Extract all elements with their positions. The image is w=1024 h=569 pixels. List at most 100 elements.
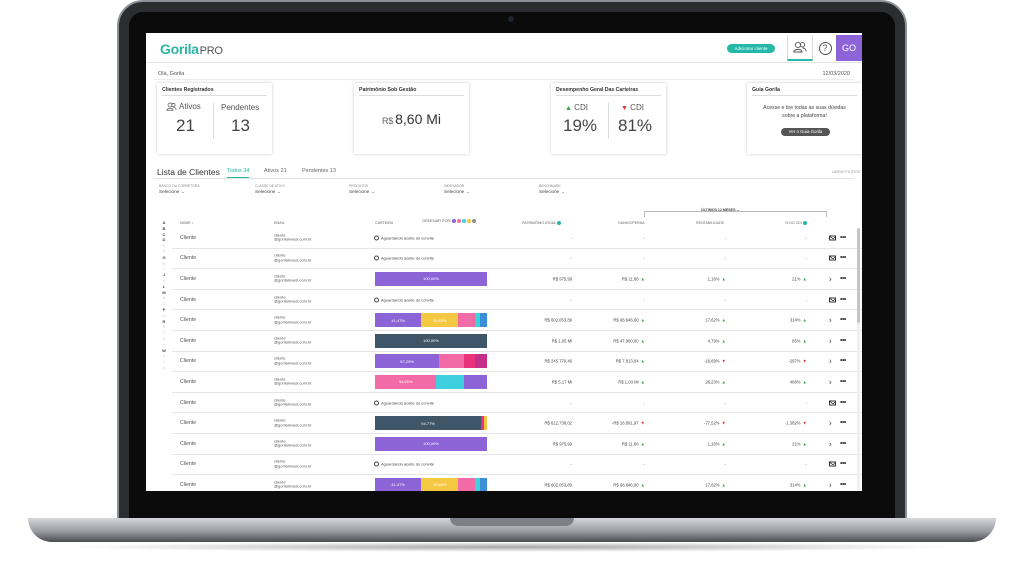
more-options-button[interactable]: •••	[840, 399, 846, 406]
scrollbar-thumb[interactable]	[857, 228, 860, 323]
tab-todos[interactable]: Todos 34	[227, 168, 250, 178]
open-client-button[interactable]: ›	[829, 377, 832, 386]
table-row[interactable]: Cliente cliente @gorilainvest.com.br Aguard…	[172, 455, 862, 476]
user-avatar[interactable]: GO	[836, 35, 862, 61]
info-icon[interactable]	[557, 221, 562, 226]
table-row[interactable]: Cliente cliente @gorilainvest.com.br Aguard…	[172, 228, 862, 249]
more-options-button[interactable]: •••	[840, 420, 846, 427]
alphabet-letter[interactable]: A	[162, 220, 166, 225]
scrollbar[interactable]	[857, 228, 860, 491]
open-client-button[interactable]: ›	[829, 439, 832, 448]
sort-color-dot[interactable]	[462, 219, 467, 223]
more-options-button[interactable]: •••	[840, 255, 846, 262]
pending-label: Aguardando aceite do convite	[381, 461, 434, 467]
portfolio-bar[interactable]: 100,00%	[375, 436, 487, 451]
arrow-up-icon: ▲	[721, 441, 726, 447]
sort-color-dot[interactable]	[452, 219, 457, 223]
table-row[interactable]: Cliente cliente @gorilainvest.com.br 100,00…	[172, 331, 862, 352]
tab-ativos[interactable]: Ativos 21	[264, 168, 287, 174]
more-options-button[interactable]: •••	[840, 378, 846, 385]
filter-select[interactable]: Selecione ⌄	[539, 189, 565, 194]
more-options-button[interactable]: •••	[840, 358, 846, 365]
table-row[interactable]: Cliente cliente @gorilainvest.com.br 57,29%…	[172, 352, 862, 373]
client-name: Cliente	[180, 337, 197, 344]
filter-classe[interactable]: CLASSE DE ATIVO Selecione ⌄	[255, 184, 285, 194]
sort-color-dot[interactable]	[467, 219, 472, 223]
period-selector[interactable]: ÚLTIMOS 12 MESES ⌄	[701, 208, 740, 212]
resend-invite-button[interactable]	[829, 460, 836, 469]
open-client-button[interactable]: ›	[829, 357, 832, 366]
portfolio-bar[interactable]: 41,47% 32,63%	[375, 477, 487, 491]
email-domain: @gorilainvest.com.br	[274, 483, 312, 489]
rentabilidade-cell: 17,62% ▲	[692, 318, 726, 323]
portfolio-bar[interactable]: 54,65%	[375, 374, 487, 389]
portfolio-bar[interactable]: 100,00%	[375, 271, 487, 286]
table-row[interactable]: Cliente cliente @gorilainvest.com.br 100,00…	[172, 269, 862, 290]
alphabet-letter[interactable]: J	[162, 272, 166, 278]
patrimonio-cell: R$ 975,99	[552, 441, 572, 447]
filter-select[interactable]: Selecione ⌄	[444, 189, 470, 194]
more-options-button[interactable]: •••	[840, 317, 846, 324]
portfolio-bar[interactable]: 100,00%	[375, 333, 487, 348]
alphabet-letter[interactable]: C	[162, 231, 166, 237]
resend-invite-button[interactable]	[829, 233, 836, 242]
table-row[interactable]: Cliente cliente @gorilainvest.com.br 54,65%…	[172, 372, 862, 393]
table-row[interactable]: Cliente cliente @gorilainvest.com.br 94,77%…	[172, 413, 862, 434]
alphabet-letter[interactable]: L	[162, 283, 166, 289]
more-options-button[interactable]: •••	[840, 275, 846, 282]
alphabet-letter[interactable]: M	[162, 289, 166, 295]
notifications-button[interactable]	[787, 35, 813, 61]
cdi-up-value: 19%	[563, 116, 598, 135]
more-options-button[interactable]: •••	[840, 481, 846, 488]
alphabet-letter[interactable]: G	[162, 254, 166, 260]
more-options-button[interactable]: •••	[840, 234, 846, 241]
table-row[interactable]: Cliente cliente @gorilainvest.com.br 41,47%…	[172, 475, 862, 491]
sort-color-dot[interactable]	[472, 219, 477, 223]
resend-invite-button[interactable]	[829, 295, 836, 304]
table-row[interactable]: Cliente cliente @gorilainvest.com.br Aguard…	[172, 249, 862, 270]
portfolio-bar[interactable]: 41,47% 32,63%	[375, 313, 487, 328]
filter-produtos[interactable]: PRODUTOS Selecione ⌄	[349, 184, 375, 194]
order-by[interactable]: ORDENAR POR:	[422, 219, 477, 223]
open-client-button[interactable]: ›	[829, 336, 832, 345]
filter-select[interactable]: Selecione ⌄	[349, 189, 375, 194]
more-options-button[interactable]: •••	[840, 296, 846, 303]
header-nome[interactable]: NOME ↕	[180, 221, 194, 225]
filter-benchmark[interactable]: BENCHMARK Selecione ⌄	[539, 184, 565, 194]
ver-guia-button[interactable]: Ver o Guia Gorila	[781, 128, 830, 136]
add-client-button[interactable]: Adicionar cliente	[727, 44, 775, 53]
filter-select[interactable]: Selecione ⌄	[255, 189, 285, 194]
help-button[interactable]: ?	[814, 35, 836, 61]
more-options-button[interactable]: •••	[840, 461, 846, 468]
resend-invite-button[interactable]	[829, 254, 836, 263]
more-options-button[interactable]: •••	[840, 337, 846, 344]
logo[interactable]: GorilaPRO	[160, 41, 223, 57]
open-client-button[interactable]: ›	[829, 316, 832, 325]
open-client-button[interactable]: ›	[829, 419, 832, 428]
portfolio-bar[interactable]: 94,77%	[375, 416, 487, 431]
filter-banco[interactable]: BANCO OU CORRETORA Selecione ⌄	[159, 184, 200, 194]
filter-select[interactable]: Selecione ⌄	[159, 189, 200, 194]
more-options-button[interactable]: •••	[840, 440, 846, 447]
alphabet-letter[interactable]: P	[162, 306, 166, 312]
card-divider	[162, 95, 267, 96]
table-row[interactable]: Cliente cliente @gorilainvest.com.br Aguard…	[172, 290, 862, 311]
clear-filters-link[interactable]: LIMPAR FILTROS	[831, 170, 860, 174]
table-row[interactable]: Cliente cliente @gorilainvest.com.br Aguard…	[172, 393, 862, 414]
open-client-button[interactable]: ›	[829, 274, 832, 283]
alphabet-letter[interactable]: D	[162, 237, 166, 243]
info-icon[interactable]	[802, 221, 807, 226]
resend-invite-button[interactable]	[829, 398, 836, 407]
alphabet-letter[interactable]: B	[162, 225, 166, 231]
alphabet-letter[interactable]: W	[162, 347, 166, 353]
filter-indexador[interactable]: INDEXADOR Selecione ⌄	[444, 184, 470, 194]
tab-pendentes[interactable]: Pendentes 13	[302, 168, 336, 174]
sort-color-dot[interactable]	[457, 219, 462, 223]
patrimonio-cell: -	[570, 461, 572, 467]
table-row[interactable]: Cliente cliente @gorilainvest.com.br 100,00…	[172, 434, 862, 455]
table-row[interactable]: Cliente cliente @gorilainvest.com.br 41,47%…	[172, 310, 862, 331]
portfolio-bar[interactable]: 57,29%	[375, 354, 487, 369]
alphabet-letter[interactable]: R	[162, 318, 166, 324]
filter-label: INDEXADOR	[444, 184, 465, 188]
open-client-button[interactable]: ›	[829, 480, 832, 489]
